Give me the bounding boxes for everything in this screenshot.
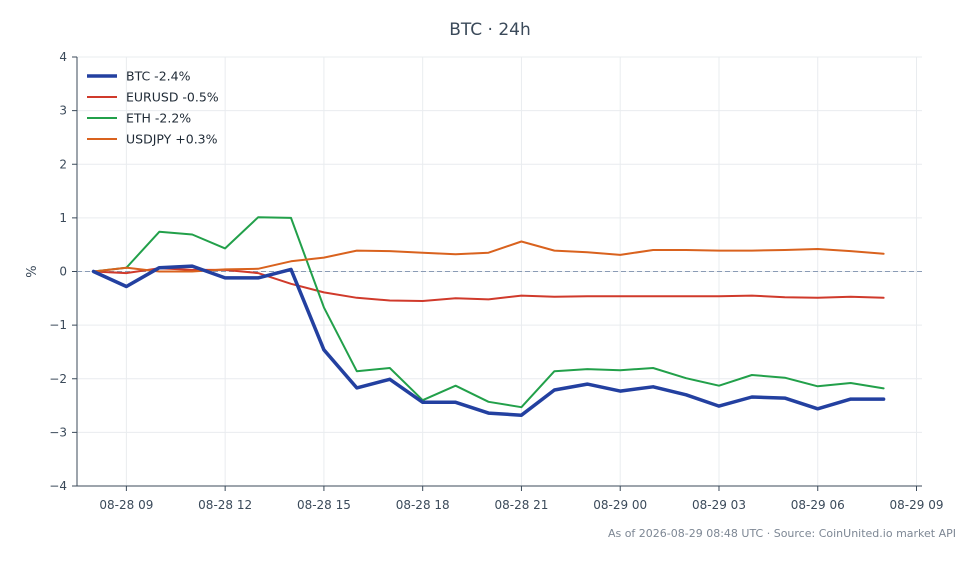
- x-tick-label: 08-28 21: [494, 498, 548, 512]
- y-tick-label: −1: [49, 318, 67, 332]
- y-axis-label: %: [25, 265, 40, 277]
- x-tick-label: 08-29 00: [593, 498, 647, 512]
- axes: −4 −3 −2 −1 0 1 2 3 4 08-28 09 08-28 12 08-28 15 08-…: [25, 50, 943, 512]
- x-tick-label: 08-29 06: [791, 498, 845, 512]
- series-lines: [77, 216, 922, 417]
- y-tick-label: 0: [59, 265, 67, 279]
- legend: BTC -2.4% EURUSD -0.5% ETH -2.2% USDJPY +0.…: [87, 69, 219, 147]
- source-footer: As of 2026-08-29 08:48 UTC · Source: Coi…: [607, 527, 956, 540]
- series-line-eth: [92, 216, 885, 409]
- x-tick-label: 08-28 18: [396, 498, 450, 512]
- y-tick-label: 3: [59, 104, 67, 118]
- legend-label: BTC -2.4%: [126, 69, 191, 84]
- y-tick-label: 1: [59, 211, 67, 225]
- x-tick-label: 08-28 12: [198, 498, 252, 512]
- series-line-btc: [91, 264, 886, 417]
- x-tick-label: 08-28 15: [297, 498, 351, 512]
- y-tick-label: 4: [59, 50, 67, 64]
- x-tick-label: 08-29 03: [692, 498, 746, 512]
- chart-title: BTC · 24h: [449, 20, 531, 40]
- x-tick-label: 08-29 09: [890, 498, 944, 512]
- y-tick-label: −3: [49, 425, 67, 439]
- y-tick-label: 2: [59, 157, 67, 171]
- x-tick-label: 08-28 09: [99, 498, 153, 512]
- legend-label: EURUSD -0.5%: [126, 90, 219, 105]
- y-tick-label: −4: [49, 479, 67, 493]
- series-line-usdjpy: [92, 240, 885, 273]
- legend-label: ETH -2.2%: [126, 111, 191, 126]
- legend-label: USDJPY +0.3%: [126, 132, 218, 147]
- y-tick-label: −2: [49, 372, 67, 386]
